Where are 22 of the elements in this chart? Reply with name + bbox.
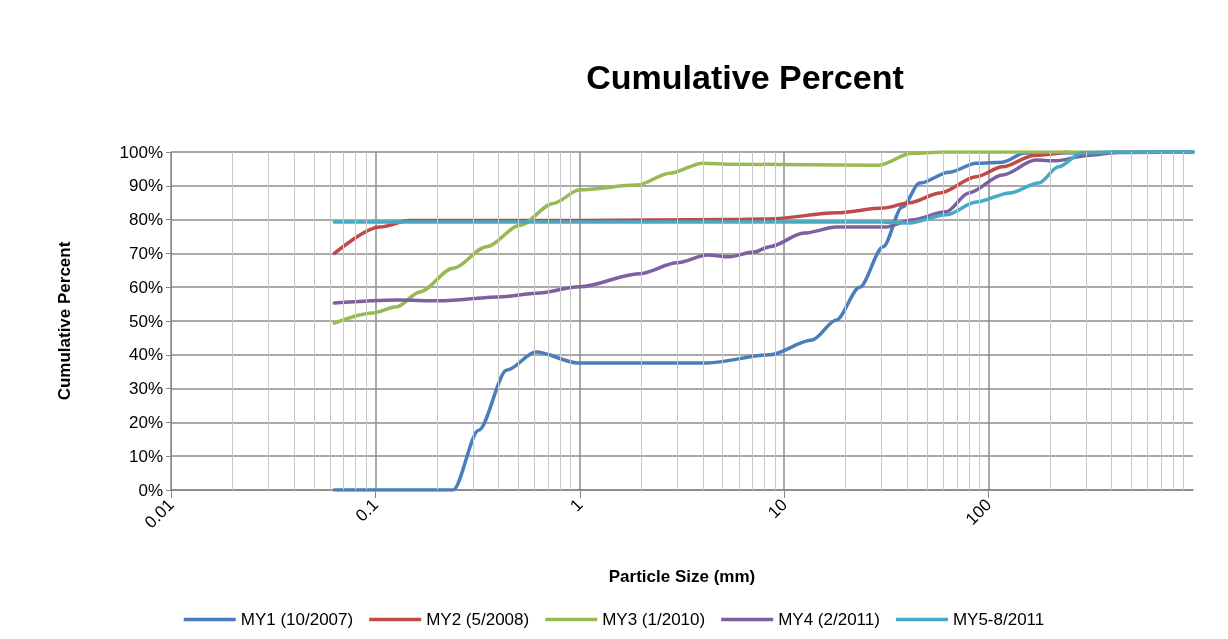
- y-tick-label: 70%: [128, 243, 163, 263]
- legend-label: MY1 (10/2007): [240, 610, 354, 629]
- legend-label: MY2 (5/2008): [426, 610, 530, 629]
- legend-label: MY3 (1/2010): [602, 610, 706, 629]
- x-tick-label: 0.1: [351, 495, 383, 526]
- x-axis-title: Particle Size (mm): [608, 567, 756, 586]
- y-tick-label: 10%: [128, 446, 163, 466]
- legend-label: MY5-8/2011: [952, 610, 1045, 629]
- x-tick-label: 1: [566, 495, 587, 516]
- x-tick-label: 100: [961, 495, 996, 529]
- y-tick-label: 100%: [119, 142, 163, 162]
- y-tick-label: 60%: [128, 277, 163, 297]
- chart-title: Cumulative Percent: [586, 58, 904, 96]
- y-tick-label: 50%: [128, 311, 163, 331]
- legend-label: MY4 (2/2011): [778, 610, 880, 629]
- x-tick-label: 10: [764, 495, 791, 523]
- y-axis-title: Cumulative Percent: [55, 241, 74, 401]
- y-tick-label: 40%: [128, 345, 163, 365]
- y-tick-label: 30%: [128, 379, 163, 399]
- y-tick-label: 80%: [128, 210, 163, 230]
- y-tick-label: 90%: [128, 176, 163, 196]
- y-tick-label: 20%: [128, 412, 163, 432]
